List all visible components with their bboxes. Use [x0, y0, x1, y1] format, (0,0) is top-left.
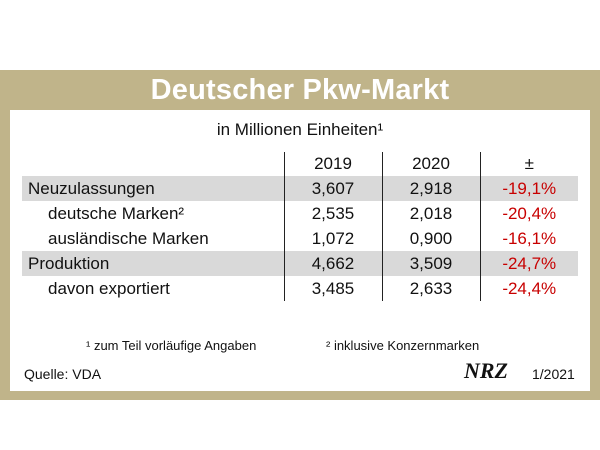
- footnote-1: ¹ zum Teil vorläufige Angaben: [86, 338, 257, 353]
- row-label: deutsche Marken²: [48, 203, 185, 223]
- cell-2020: 2,633: [381, 276, 480, 301]
- table-row: Neuzulassungen 3,607 2,918 -19,1%: [22, 176, 578, 201]
- table-row: deutsche Marken² 2,535 2,018 -20,4%: [22, 201, 578, 226]
- content-panel: in Millionen Einheiten¹ 2019 2020 ± Neuz…: [10, 110, 590, 391]
- nrz-logo: NRZ: [463, 360, 508, 382]
- units-subtitle: in Millionen Einheiten¹: [216, 120, 384, 139]
- row-label: davon exportiert: [48, 278, 170, 298]
- chart-title: Deutscher Pkw-Markt: [150, 73, 450, 106]
- table-row: davon exportiert 3,485 2,633 -24,4%: [22, 276, 578, 301]
- cell-change: -24,7%: [479, 251, 578, 276]
- header-2020: 2020: [381, 152, 480, 176]
- table-row: ausländische Marken 1,072 0,900 -16,1%: [22, 226, 578, 251]
- header-change: ±: [479, 152, 578, 176]
- row-label: Neuzulassungen: [22, 176, 284, 201]
- source-note: Quelle: VDA: [24, 366, 102, 382]
- cell-2020: 3,509: [381, 251, 480, 276]
- row-label: Produktion: [22, 251, 284, 276]
- cell-2019: 3,485: [283, 276, 382, 301]
- issue-number: 1/2021: [532, 366, 575, 382]
- table-body: Neuzulassungen 3,607 2,918 -19,1% deutsche M…: [22, 176, 578, 301]
- footnote-2: ² inklusive Konzernmarken: [326, 338, 480, 353]
- cell-2019: 2,535: [283, 201, 382, 226]
- cell-2020: 0,900: [381, 226, 480, 251]
- cell-change: -16,1%: [479, 226, 578, 251]
- table-header-row: 2019 2020 ±: [22, 152, 578, 176]
- header-label: [22, 152, 284, 176]
- title-bar: Deutscher Pkw-Markt: [0, 70, 600, 110]
- cell-2019: 3,607: [283, 176, 382, 201]
- header-2019: 2019: [283, 152, 382, 176]
- cell-2019: 1,072: [283, 226, 382, 251]
- cell-change: -20,4%: [479, 201, 578, 226]
- cell-2019: 4,662: [283, 251, 382, 276]
- nrz-logo-text: NRZ: [463, 360, 508, 382]
- cell-2020: 2,918: [381, 176, 480, 201]
- cell-2020: 2,018: [381, 201, 480, 226]
- market-table: 2019 2020 ± Neuzulassungen 3,607 2,918 -19,…: [22, 152, 578, 301]
- infographic-frame: Deutscher Pkw-Markt in Millionen Einheit…: [0, 70, 600, 400]
- cell-change: -24,4%: [479, 276, 578, 301]
- cell-change: -19,1%: [479, 176, 578, 201]
- table-row: Produktion 4,662 3,509 -24,7%: [22, 251, 578, 276]
- row-label: ausländische Marken: [48, 228, 209, 248]
